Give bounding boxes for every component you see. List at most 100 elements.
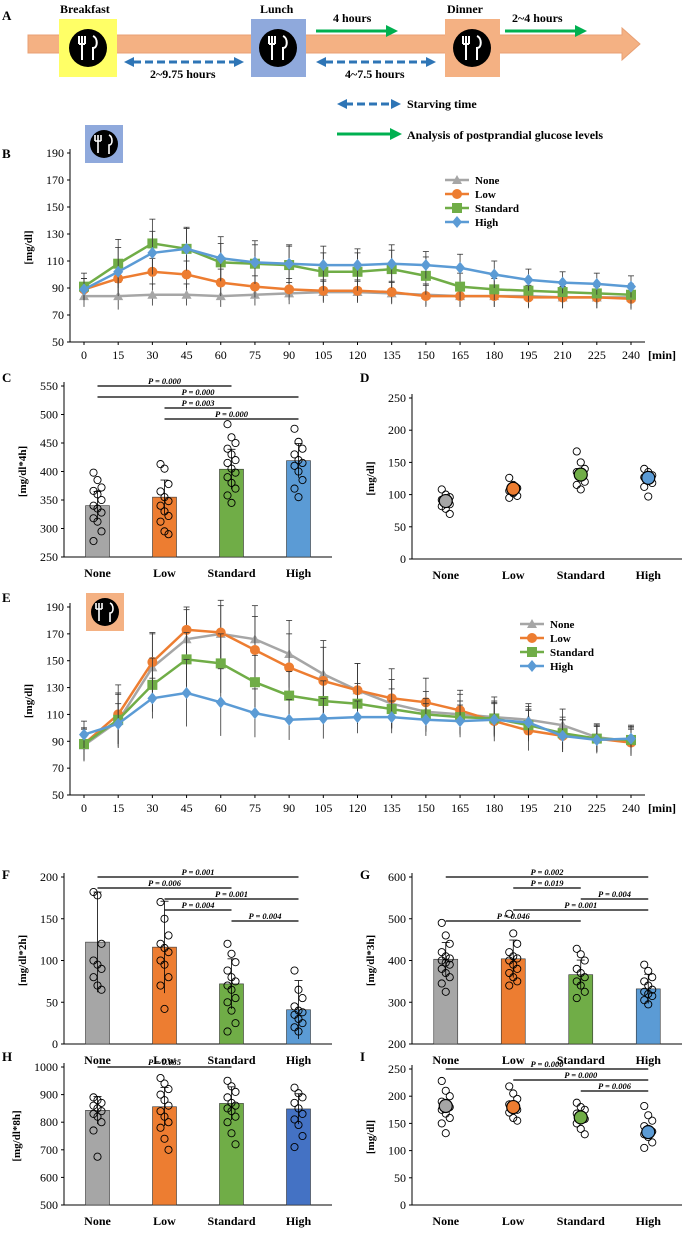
panel-g-x-tick-label: High [636,1053,662,1067]
panel-f-data-point [160,914,169,923]
panel-e-legend-label: Standard [550,647,594,659]
panel-e-legend-label: None [550,619,575,631]
panel-f-data-point [231,958,240,967]
panel-b-x-tick-label: 210 [554,348,572,362]
panel-g-data-point [572,994,581,1003]
panel-e-x-tick-label: 45 [181,801,193,815]
panel-h-data-point [89,1109,98,1118]
panel-h-data-point [93,1104,102,1113]
panel-c-data-point [227,498,236,507]
panel-g-x-tick-label: Low [502,1053,525,1067]
panel-i-data-point [445,1092,454,1101]
panel-c-y-tick-label: 550 [40,379,58,393]
panel-e-high-point [591,733,602,746]
panel-f-data-point [160,1004,169,1013]
panel-e-y-tick-label: 90 [52,734,64,748]
panel-e-low-point [284,662,295,673]
panel-b-x-tick-label: 180 [485,348,503,362]
panel-b-high-point [249,256,260,269]
panel-b-low-point [181,269,192,280]
panel-i-data-point [644,1111,653,1120]
panel-f-x-tick-label: Standard [207,1053,255,1067]
panel-h-data-point [223,1118,232,1127]
panel-h-data-point [231,1112,240,1121]
panel-h-data-point [156,1107,165,1116]
panel-e-legend-label: Low [550,633,571,645]
panel-g-data-point [513,977,522,986]
panel-c-data-point [294,467,303,476]
panel-e-high-point [626,732,636,745]
panel-h-data-point [227,1129,236,1138]
panel-c-data-point [164,497,173,506]
panel-e-y-tick-label: 110 [46,707,64,721]
panel-c-data-point [223,473,232,482]
panel-b-high-point [523,273,534,286]
legend-analysis-label: Analysis of postprandial glucose levels [407,128,603,142]
panel-c-data-point [89,468,98,477]
panel-f-data-point [156,898,165,907]
panel-b-x-tick-label: 120 [349,348,367,362]
panel-h-data-point [160,1112,169,1121]
panel-e-high-point [318,712,329,725]
panel-e-y-tick-label: 190 [46,600,64,614]
panel-h-data-point [164,1145,173,1154]
panel-h-data-point [89,1101,98,1110]
panel-f-data-point [227,1006,236,1015]
panel-f-y-tick-label: 0 [52,1037,58,1051]
panel-d-x-tick-label: High [636,568,662,582]
panel-h-x-tick-label: Standard [207,1214,255,1228]
panel-c-data-point [290,450,299,459]
panel-f-x-tick-label: None [84,1053,111,1067]
panel-g-data-point [437,948,446,957]
legend-starving-arrow [337,99,401,109]
panel-f-data-point [231,1019,240,1028]
panel-b-high-point [215,252,226,265]
panel-d-y-tick-label: 150 [388,455,406,469]
panel-i-data-point [648,1116,657,1125]
panel-i-data-point [648,1138,657,1147]
panel-g-data-point [513,939,522,948]
panel-e-high-point [352,711,363,724]
panel-g-x-tick-label: Standard [557,1053,605,1067]
panel-h-data-point [298,1093,307,1102]
panel-g-data-point [441,958,450,967]
panel-e-xlabel: [min] [648,801,676,815]
panel-e-y-tick-label: 170 [46,627,64,641]
panel-d-data-point [445,509,454,518]
panel-b-low-point [386,287,397,298]
panel-d-x-tick-label: Standard [557,568,605,582]
panel-b-high-point [557,276,568,289]
panel-f-sig-label: P = 0.001 [215,889,248,899]
panel-e-high-point [420,713,431,726]
panel-h-x-tick-label: None [84,1214,111,1228]
panel-i-mean-low [506,1099,521,1115]
panel-f-y-tick-label: 150 [40,912,58,926]
panel-h-y-tick-label: 1000 [34,1060,58,1074]
panel-c-y-tick-label: 450 [40,436,58,450]
panel-h-data-point [223,1104,232,1113]
panel-b-low-point [420,291,431,302]
panel-a: A Breakfast Lunch Dinner 2~9.75 hours 4~… [2,2,641,142]
panel-c-data-point [164,530,173,539]
panel-d-y-tick-label: 100 [388,488,406,502]
panel-e-low-point [215,627,226,638]
panel-i-sig-label: P = 0.000 [564,1070,598,1080]
panel-c-y-tick-label: 350 [40,493,58,507]
legend-analysis-arrow [337,128,402,140]
panel-e-x-tick-label: 15 [112,801,124,815]
panel-e-x-tick-label: 60 [215,801,227,815]
panel-g-ylabel: [mg/dl*3h] [365,935,377,986]
panel-d-y-tick-label: 250 [388,391,406,405]
panel-e-ylabel: [mg/dl] [23,684,35,718]
panel-e-x-tick-label: 210 [554,801,572,815]
panel-b-x-tick-label: 225 [588,348,606,362]
panel-c-data-point [89,536,98,546]
panel-f-y-tick-label: 50 [46,995,58,1009]
panel-f-x-tick-label: Low [153,1053,176,1067]
meal-icon [91,598,119,626]
panel-i-y-tick-label: 150 [388,1116,406,1130]
panel-i-data-point [445,1113,454,1123]
panel-c-data-point [227,478,236,487]
panel-g-data-point [640,960,649,969]
panel-f-data-point [223,966,232,975]
